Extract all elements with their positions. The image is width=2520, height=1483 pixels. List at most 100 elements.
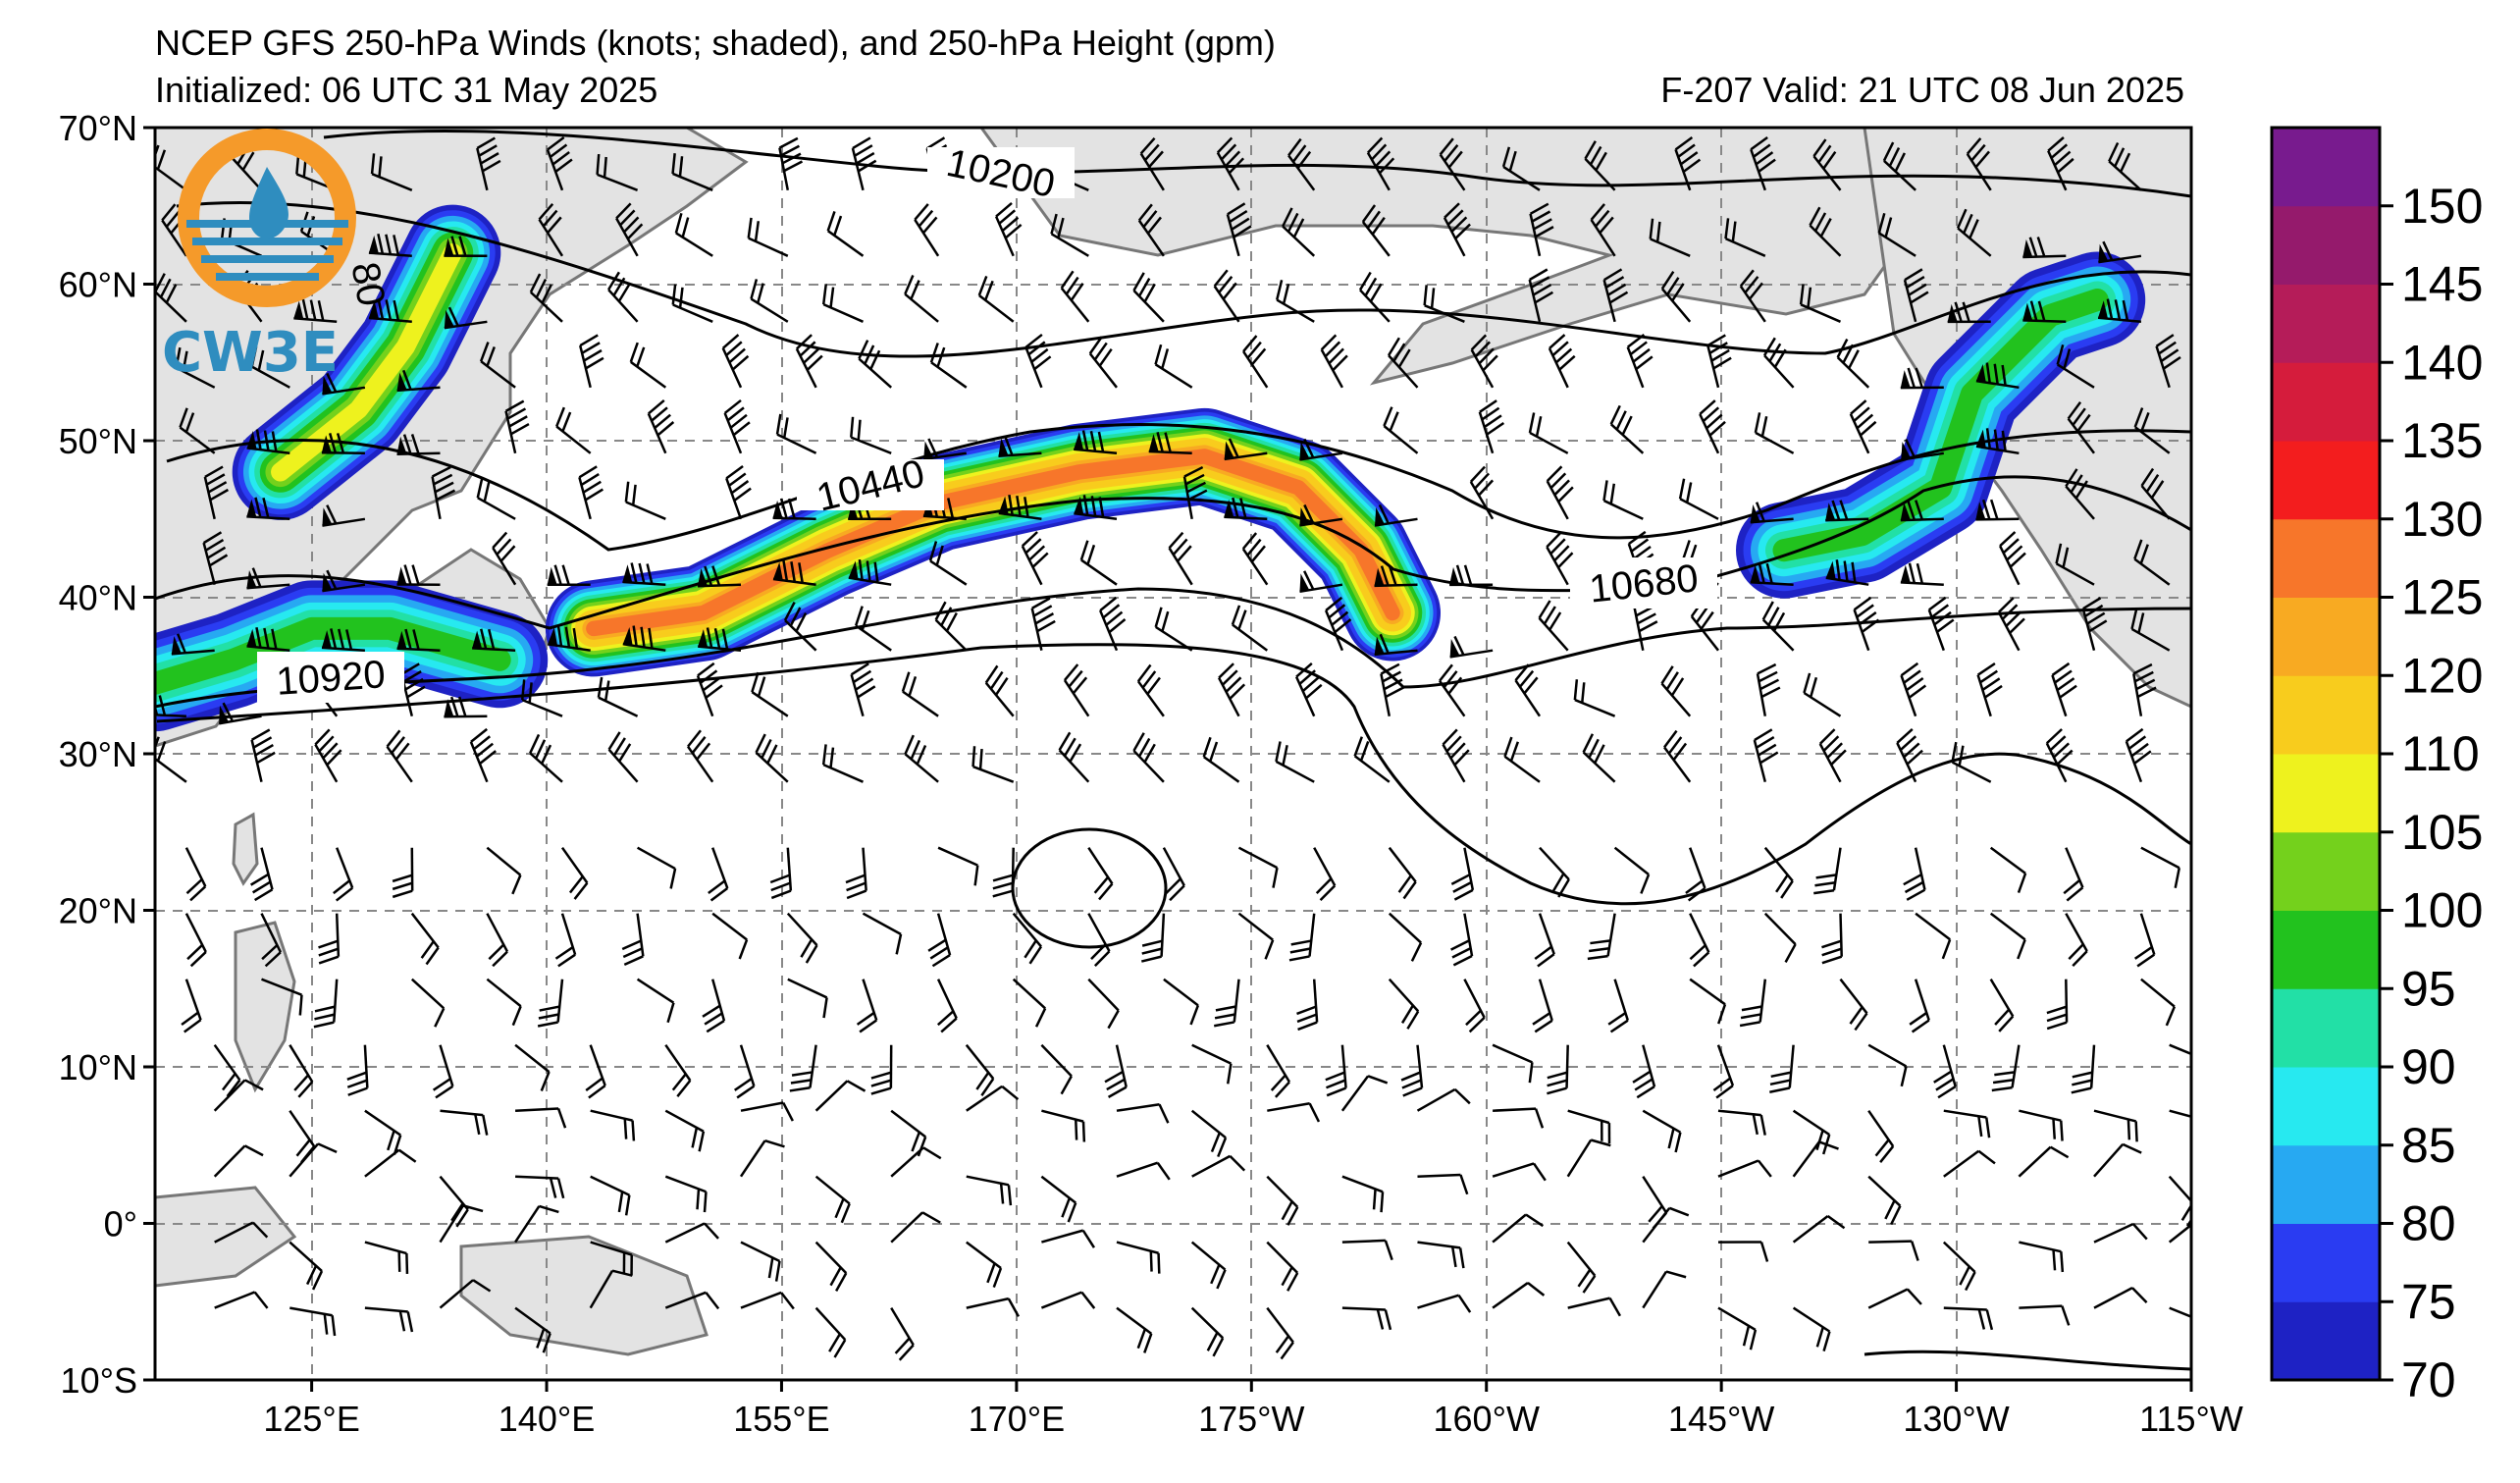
wind-barb-icon [1903, 268, 1929, 323]
wind-barb-icon [1689, 978, 1727, 1025]
wind-barb-icon [1139, 136, 1165, 191]
wind-barb-icon [734, 1044, 756, 1099]
wind-barb-icon [1868, 1240, 1919, 1261]
wind-barb-icon [2093, 1142, 2142, 1178]
wind-barb-icon [171, 633, 215, 656]
wind-barb-icon [1750, 562, 1794, 586]
contour-north-2 [176, 201, 2191, 358]
colorbar-label: 105 [2401, 805, 2483, 860]
wind-barb-icon [755, 733, 789, 783]
wind-barb-icon [1792, 1214, 1846, 1244]
wind-barb-icon [984, 664, 1015, 717]
wind-barb-icon [1231, 605, 1269, 652]
wind-barb-icon [870, 1044, 893, 1095]
lon-label: 145°W [1668, 1399, 1774, 1439]
colorbar-label: 140 [2401, 335, 2483, 390]
wind-barb-icon [1074, 430, 1118, 455]
wind-barb-icon [476, 477, 516, 520]
wind-barb-icon [396, 628, 441, 652]
wind-barb-icon [155, 273, 187, 323]
wind-barb-icon [184, 847, 207, 902]
wind-barb-icon [664, 1291, 720, 1310]
wind-barb-icon [1416, 1087, 1471, 1112]
wind-barb-icon [2093, 1109, 2138, 1142]
wind-barb-icon [289, 1241, 324, 1291]
wind-barb-icon [1137, 203, 1165, 257]
wind-barb-icon [2022, 300, 2067, 324]
wind-barb-icon [1548, 334, 1576, 389]
wind-barb-icon [621, 913, 645, 967]
wind-barb-icon [1818, 728, 1847, 783]
taiwan-land [232, 812, 259, 886]
wind-barb-icon [1699, 399, 1726, 454]
wind-barb-icon [1975, 428, 2020, 455]
wind-barb-icon [1685, 847, 1706, 902]
colorbar-label: 130 [2401, 492, 2483, 547]
graticule [155, 128, 2191, 1380]
colorbar-label: 75 [2401, 1274, 2456, 1329]
wind-barb-icon [1132, 272, 1165, 323]
wind-barb-icon [1642, 1270, 1687, 1309]
wind-barb-icon [1739, 979, 1767, 1028]
wind-barb-icon [1503, 736, 1541, 783]
wind-barb-icon [2125, 727, 2152, 783]
contour-10680 [155, 475, 2191, 630]
wind-barb-icon [1867, 1175, 1902, 1225]
wind-barb-icon [1763, 912, 1797, 963]
wind-barb-icon [890, 1109, 927, 1157]
wind-barb-icon [364, 1241, 409, 1274]
wind-barb-icon [529, 273, 563, 323]
colorbar-swatch [2272, 1067, 2380, 1146]
wind-barb-icon [890, 1211, 941, 1244]
wind-barb-icon [246, 567, 290, 590]
wind-barb-icon [2055, 543, 2095, 586]
wind-barb-icon [1674, 135, 1702, 191]
wind-barb-icon [444, 696, 488, 718]
wind-barb-icon [492, 531, 517, 586]
wind-barb-icon [578, 334, 604, 389]
wind-barb-icon [1099, 596, 1127, 652]
wind-barb-icon [1943, 1109, 1991, 1139]
wind-barb-icon [1116, 1161, 1171, 1181]
wind-barb-icon [1163, 978, 1200, 1026]
wind-barb-icon [1341, 1175, 1385, 1213]
wind-barb-icon [155, 144, 187, 191]
wind-barb-icon [664, 1043, 692, 1097]
wind-barb-icon [1942, 1241, 1976, 1292]
wind-barb-icon [1528, 412, 1569, 454]
wind-barb-icon [2019, 1109, 2064, 1141]
wind-barb-icon [2155, 334, 2181, 389]
wind-barb-icon [1141, 913, 1166, 963]
wind-barb-icon [410, 978, 446, 1028]
wind-barb-icon [2051, 662, 2077, 717]
wind-barb-icon [486, 913, 509, 968]
wind-barb-icon [368, 298, 412, 324]
wind-barb-icon [1162, 847, 1185, 902]
wind-barb-icon [1853, 596, 1880, 652]
wind-barb-icon [1966, 137, 1992, 191]
wind-barb-icon [1900, 662, 1927, 717]
lat-label: 10°S [61, 1360, 137, 1401]
lat-label: 10°N [59, 1047, 137, 1087]
wind-barb-icon [2065, 468, 2095, 520]
wind-barb-icon [1836, 339, 1870, 389]
wind-barb-icon [923, 438, 967, 461]
wind-barb-icon [901, 671, 939, 717]
wind-barb-icon [848, 558, 892, 586]
wind-barb-icon [1168, 531, 1193, 586]
wind-barb-icon [1469, 465, 1495, 520]
wind-barb-icon [444, 306, 488, 330]
wind-barb-icon [966, 1085, 1020, 1112]
wind-barb-icon [1116, 1103, 1170, 1124]
wind-barb-icon [1267, 1102, 1321, 1123]
wind-barb-icon [1933, 1044, 1957, 1099]
wind-barb-icon [175, 346, 216, 389]
wind-barb-icon [370, 153, 413, 191]
wind-barb-icon [636, 846, 677, 889]
wind-barb-icon [1449, 635, 1494, 659]
wind-barb-icon [590, 1241, 633, 1276]
wind-barb-icon [1762, 337, 1795, 389]
wind-barb-icon [289, 1306, 337, 1337]
asia-jet [155, 580, 549, 732]
wind-barb-icon [1266, 1306, 1294, 1360]
